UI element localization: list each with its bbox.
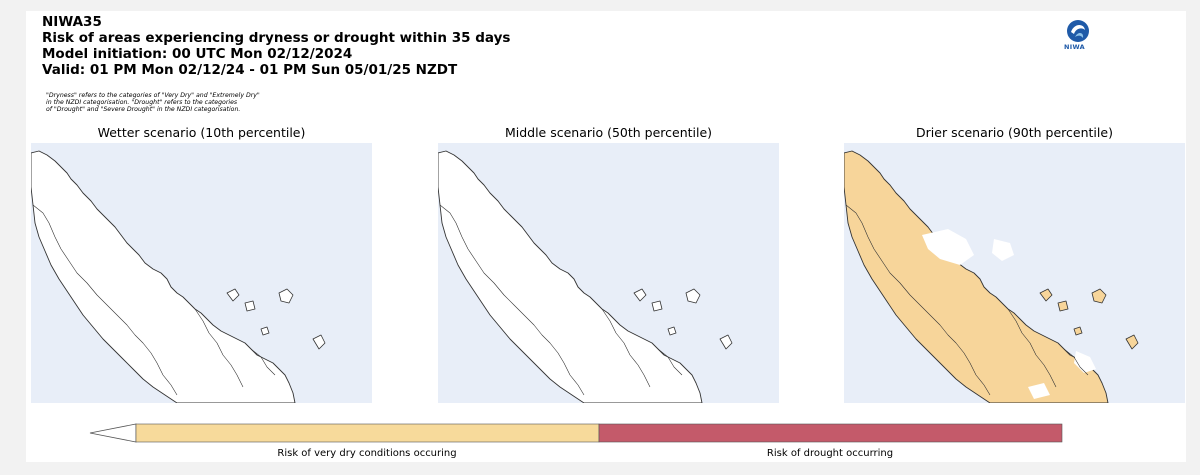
offshore-island xyxy=(1073,326,1083,336)
niwa-logo-icon xyxy=(1067,20,1089,42)
offshore-island xyxy=(226,288,240,302)
definition-note-line-1: "Dryness" refers to the categories of "V… xyxy=(46,92,260,99)
model-initiation: Model initiation: 00 UTC Mon 02/12/2024 xyxy=(42,46,353,62)
unaffected-area-patch xyxy=(1028,383,1050,399)
figure-title: Risk of areas experiencing dryness or dr… xyxy=(42,30,511,46)
map-panel-middle xyxy=(438,143,779,403)
definition-note-line-3: of "Drought" and "Severe Drought" in the… xyxy=(46,106,241,113)
panel-title-middle: Middle scenario (50th percentile) xyxy=(504,125,713,140)
colorbar-very-dry-segment xyxy=(135,423,600,443)
harbour-coastline xyxy=(32,204,276,396)
offshore-island xyxy=(278,288,294,304)
northland-landmass xyxy=(438,150,703,403)
offshore-island xyxy=(1091,288,1107,304)
harbour-coastline xyxy=(845,204,1089,396)
offshore-island xyxy=(312,334,326,350)
definition-note-line-2: in the NZDI categorisation. "Drought" re… xyxy=(46,99,238,106)
offshore-island xyxy=(651,300,663,312)
offshore-island xyxy=(1039,288,1053,302)
valid-period: Valid: 01 PM Mon 02/12/24 - 01 PM Sun 05… xyxy=(42,62,458,78)
product-name: NIWA35 xyxy=(42,14,102,30)
offshore-island xyxy=(1057,300,1069,312)
panel-title-wetter: Wetter scenario (10th percentile) xyxy=(97,125,306,140)
offshore-island xyxy=(719,334,733,350)
offshore-island xyxy=(1125,334,1139,350)
offshore-island xyxy=(244,300,256,312)
northland-map-wetter xyxy=(31,150,326,403)
map-panel-wetter xyxy=(31,143,372,403)
unaffected-area-patch xyxy=(992,239,1014,261)
northland-landmass xyxy=(31,150,296,403)
colorbar-extend-arrow xyxy=(89,423,137,443)
niwa-logo-text: NIWA xyxy=(1064,43,1085,51)
unaffected-area-patch xyxy=(1074,351,1096,373)
northland-map-middle xyxy=(438,150,733,403)
offshore-island xyxy=(260,326,270,336)
northland-map-drier xyxy=(844,150,1139,403)
map-panel-drier xyxy=(844,143,1185,403)
legend-label-very-dry: Risk of very dry conditions occuring xyxy=(277,448,457,459)
offshore-island xyxy=(633,288,647,302)
unaffected-area-patch xyxy=(922,229,974,265)
panel-title-drier: Drier scenario (90th percentile) xyxy=(916,125,1113,140)
harbour-coastline xyxy=(439,204,683,396)
northland-landmass xyxy=(844,150,1109,403)
offshore-island xyxy=(667,326,677,336)
risk-colorbar xyxy=(89,423,1063,443)
legend-label-drought: Risk of drought occurring xyxy=(766,448,894,459)
offshore-island xyxy=(685,288,701,304)
colorbar-drought-segment xyxy=(598,423,1063,443)
